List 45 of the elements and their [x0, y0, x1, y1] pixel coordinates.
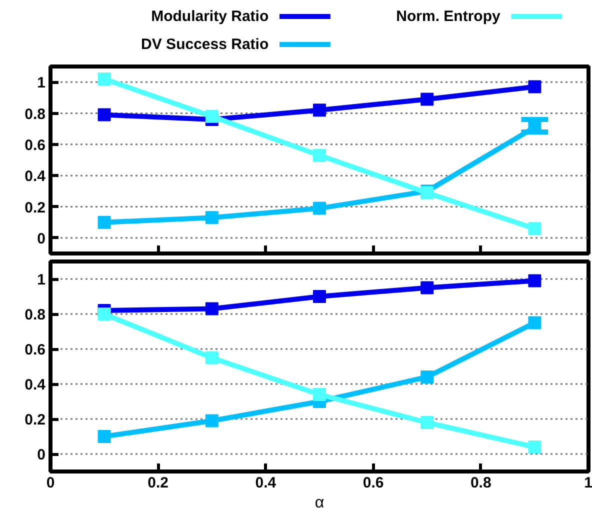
point: [420, 281, 434, 294]
point: [205, 414, 218, 428]
point: [98, 108, 111, 122]
legend-label: DV Success Ratio: [141, 36, 269, 53]
x-tick-label: 0.6: [362, 474, 384, 492]
y-tick-label: 0.6: [24, 136, 46, 154]
y-tick-label: 0: [37, 446, 46, 464]
point: [98, 308, 111, 320]
y-tick-label: 0.2: [24, 199, 46, 216]
point: [313, 388, 326, 401]
point: [528, 274, 542, 288]
point: [313, 148, 326, 162]
point: [313, 290, 326, 303]
x-axis-title: α: [314, 494, 324, 512]
y-tick-label: 0.2: [24, 412, 46, 428]
x-tick-label: 0.4: [255, 474, 277, 492]
point: [205, 211, 218, 224]
x-tick-label: 0.2: [148, 474, 169, 492]
point: [98, 216, 111, 229]
y-tick-label: 1: [37, 272, 46, 288]
y-tick-label: 0.8: [24, 106, 46, 123]
y-tick-label: 0.6: [24, 342, 46, 358]
point: [205, 351, 218, 364]
point: [98, 72, 111, 86]
point: [528, 80, 542, 94]
y-tick-label: 0.4: [24, 376, 46, 394]
y-tick-label: 0.4: [24, 168, 46, 186]
point: [528, 222, 542, 236]
point: [528, 440, 542, 454]
point: [205, 302, 218, 316]
point: [420, 416, 434, 429]
y-tick-label: 0: [37, 230, 46, 248]
legend-label: Norm. Entropy: [396, 8, 502, 25]
legend-label: Modularity Ratio: [151, 8, 269, 25]
point: [420, 92, 434, 106]
x-tick-label: 0.8: [470, 474, 492, 492]
y-tick-label: 1: [37, 74, 46, 92]
point: [528, 316, 542, 330]
point: [205, 110, 218, 123]
point: [98, 430, 111, 443]
y-tick-label: 0.8: [24, 306, 46, 324]
point: [313, 104, 326, 117]
x-tick-label: 1: [584, 474, 592, 492]
point: [313, 202, 326, 215]
point: [420, 370, 434, 384]
